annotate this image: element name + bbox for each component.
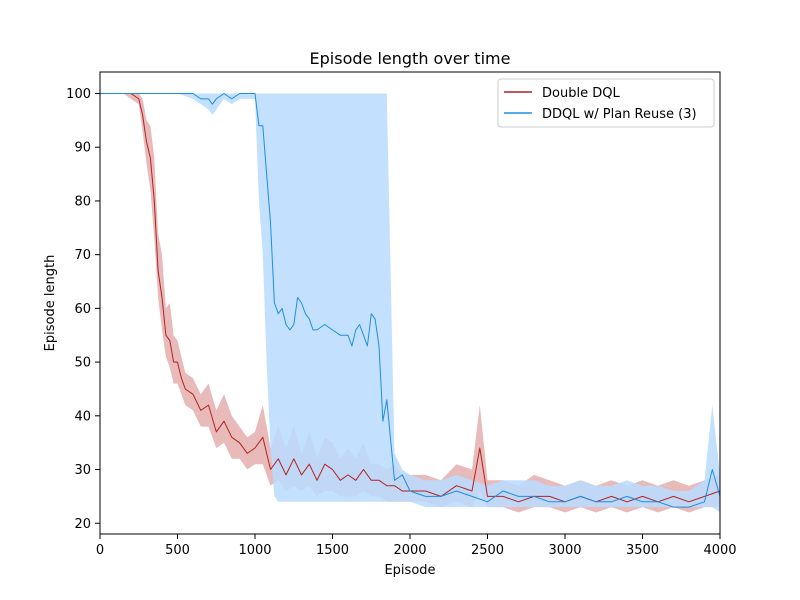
y-axis-ticks: 20 30 40 50 60 70 80 90 100 (66, 87, 100, 532)
series-lines (100, 93, 721, 508)
x-tick-label: 1500 (316, 543, 349, 558)
y-tick-label: 50 (74, 356, 91, 371)
y-tick-label: 70 (74, 248, 91, 263)
x-tick-label: 2500 (471, 543, 504, 558)
x-tick-label: 0 (96, 543, 104, 558)
legend: Double DQL DDQL w/ Plan Reuse (3) (497, 78, 715, 128)
legend-label: DDQL w/ Plan Reuse (3) (542, 107, 697, 122)
chart-title: Episode length over time (310, 49, 511, 68)
y-axis-label: Episode length (43, 255, 58, 352)
x-tick-label: 2000 (393, 543, 426, 558)
y-tick-label: 30 (74, 463, 91, 478)
y-tick-label: 20 (74, 517, 91, 532)
x-axis-ticks: 0 500 1000 1500 2000 2500 3000 3500 4000 (96, 534, 737, 558)
y-tick-label: 40 (74, 409, 91, 424)
y-tick-label: 80 (74, 194, 91, 209)
line-series-1 (100, 93, 721, 508)
x-tick-label: 1000 (238, 543, 271, 558)
x-tick-label: 500 (165, 543, 190, 558)
x-tick-label: 3000 (548, 543, 581, 558)
x-tick-label: 3500 (626, 543, 659, 558)
y-tick-label: 90 (74, 141, 91, 156)
line-series-0 (100, 93, 721, 503)
x-tick-label: 4000 (703, 543, 736, 558)
legend-label: Double DQL (542, 86, 620, 101)
y-tick-label: 60 (74, 302, 91, 317)
legend-box (497, 78, 715, 128)
y-tick-label: 100 (66, 87, 91, 102)
x-axis-label: Episode (384, 563, 435, 578)
